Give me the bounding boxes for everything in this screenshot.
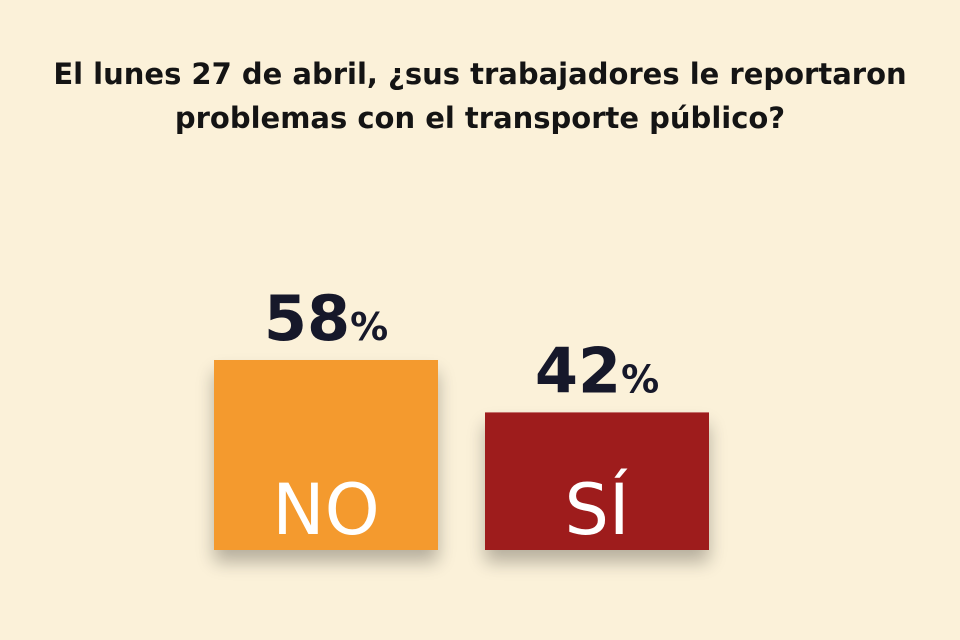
bar-no bbox=[214, 360, 438, 550]
bars-group: NO 58% SÍ 42% bbox=[214, 282, 709, 551]
category-label-no: NO bbox=[272, 469, 379, 551]
chart-title: El lunes 27 de abril, ¿sus trabajadores … bbox=[0, 52, 960, 140]
chart-title-line-1: El lunes 27 de abril, ¿sus trabajadores … bbox=[53, 57, 907, 91]
value-label-si: 42% bbox=[535, 334, 659, 407]
value-label-no: 58% bbox=[264, 282, 388, 355]
chart-title-line-2: problemas con el transporte público? bbox=[174, 101, 786, 135]
bar-si bbox=[485, 412, 709, 550]
category-label-si: SÍ bbox=[564, 469, 629, 551]
